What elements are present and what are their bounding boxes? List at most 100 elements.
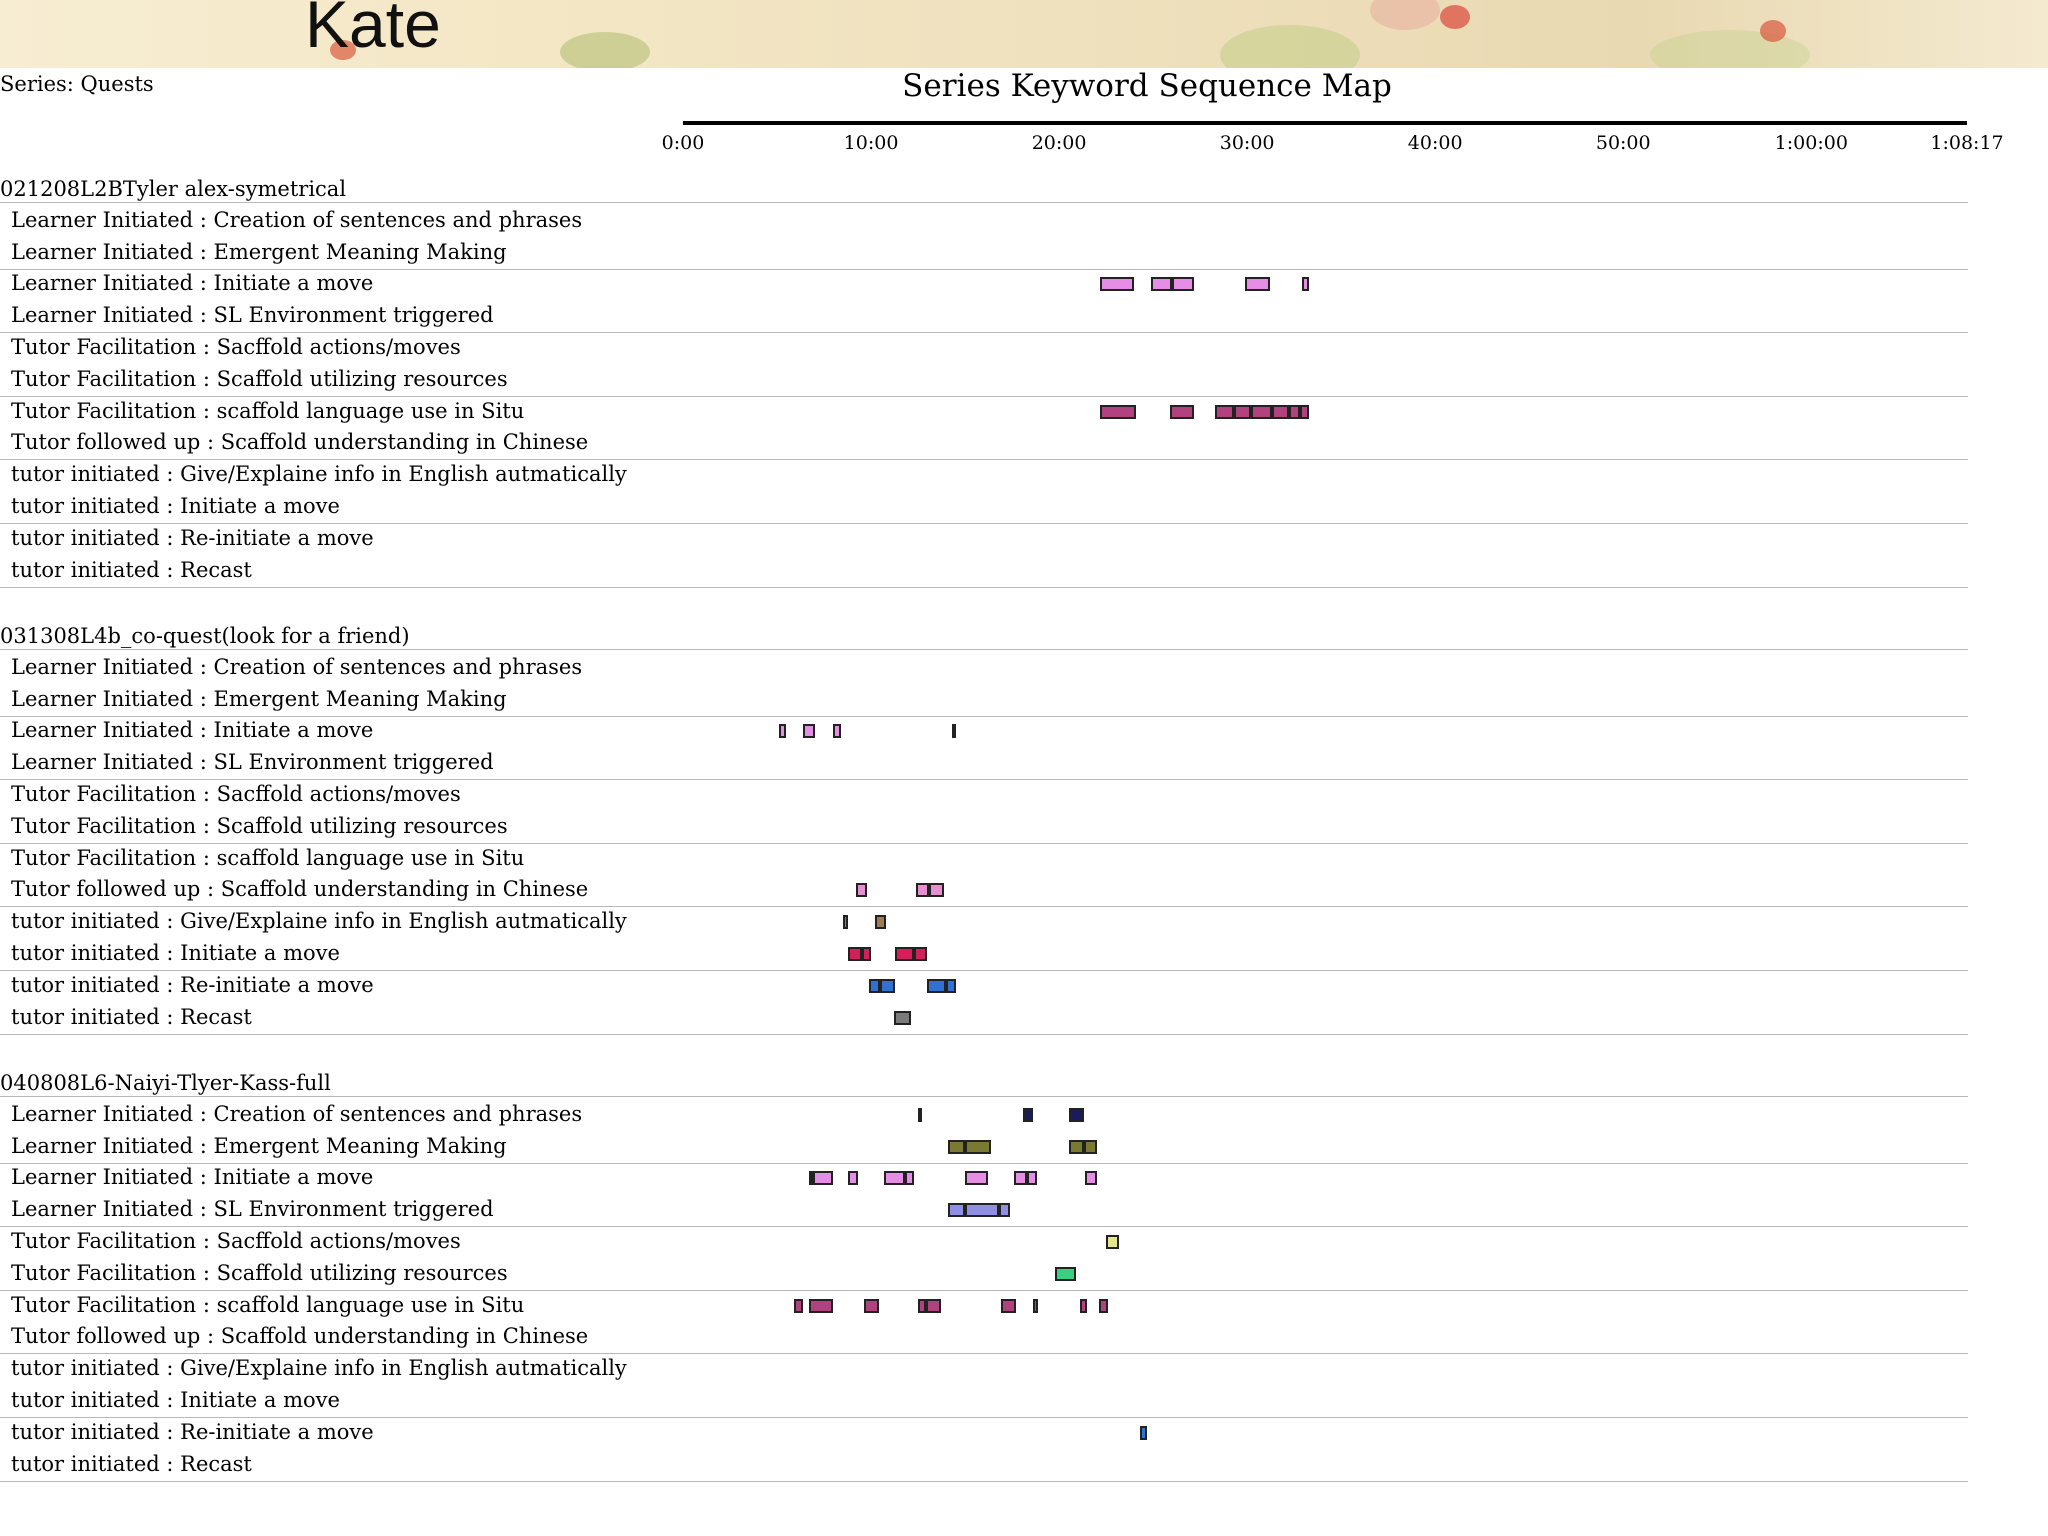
time-axis-line xyxy=(683,121,1967,125)
keyword-segment-bar xyxy=(880,978,896,993)
keyword-segment-bar xyxy=(842,915,849,930)
keyword-segment-bar xyxy=(1288,404,1300,419)
category-row-label: Tutor followed up : Scaffold understandi… xyxy=(11,1324,589,1349)
x-tick-label: 1:08:17 xyxy=(1930,132,2004,154)
category-row-label: Learner Initiated : Initiate a move xyxy=(11,1165,374,1190)
group-divider xyxy=(0,202,1968,203)
banner-leaf-decoration xyxy=(1220,25,1360,68)
keyword-segment-bar xyxy=(916,883,930,898)
keyword-segment-bar xyxy=(1055,1266,1076,1281)
keyword-segment-bar xyxy=(929,883,945,898)
banner-leaf-decoration xyxy=(560,32,650,68)
banner-flower-decoration xyxy=(330,40,356,60)
row-divider xyxy=(0,1289,1968,1291)
row-divider xyxy=(0,1226,1968,1228)
keyword-segment-bar xyxy=(856,883,868,898)
banner-flower-decoration xyxy=(1440,5,1470,29)
keyword-segment-bar xyxy=(848,1171,858,1186)
category-row-label: tutor initiated : Give/Explaine info in … xyxy=(11,909,627,934)
keyword-segment-bar xyxy=(895,947,915,961)
row-divider xyxy=(0,523,1968,524)
category-row-label: Tutor Facilitation : Sacffold actions/mo… xyxy=(11,335,461,359)
x-tick-label: 10:00 xyxy=(843,132,899,154)
keyword-segment-bar xyxy=(1032,1298,1039,1313)
chart-title: Series Keyword Sequence Map xyxy=(0,68,2048,104)
x-tick-label: 20:00 xyxy=(1031,132,1087,154)
banner-flower-decoration xyxy=(1370,0,1440,30)
category-row-label: tutor initiated : Initiate a move xyxy=(11,941,340,965)
keyword-segment-bar xyxy=(1250,404,1272,419)
row-divider xyxy=(0,1480,1968,1482)
category-row-label: Tutor Facilitation : Scaffold utilizing … xyxy=(11,813,508,838)
category-row-label: Tutor Facilitation : Sacffold actions/mo… xyxy=(11,782,461,806)
keyword-segment-bar xyxy=(1171,277,1195,292)
row-divider xyxy=(0,268,1968,270)
keyword-segment-bar xyxy=(998,1203,1011,1218)
keyword-segment-bar xyxy=(848,947,862,961)
keyword-segment-bar xyxy=(861,947,872,961)
category-row-label: Learner Initiated : SL Environment trigg… xyxy=(11,1197,494,1222)
keyword-segment-bar xyxy=(1000,1298,1016,1313)
row-divider xyxy=(0,842,1968,844)
group-label: 021208L2BTyler alex-symetrical xyxy=(0,177,347,201)
chart-title-text: Series Keyword Sequence Map xyxy=(902,68,1392,104)
keyword-segment-bar xyxy=(1271,404,1289,419)
keyword-segment-bar xyxy=(874,915,887,930)
keyword-segment-bar xyxy=(1023,1107,1033,1122)
row-divider xyxy=(0,586,1968,588)
row-divider xyxy=(0,1033,1968,1035)
keyword-segment-bar xyxy=(869,978,881,993)
keyword-segment-bar xyxy=(1068,1139,1084,1154)
category-row-label: tutor initiated : Initiate a move xyxy=(11,494,340,518)
category-row-label: tutor initiated : Recast xyxy=(11,1451,252,1476)
category-row-label: tutor initiated : Re-initiate a move xyxy=(11,1419,374,1444)
keyword-segment-bar xyxy=(948,1203,966,1218)
keyword-segment-bar xyxy=(1083,1139,1097,1154)
row-divider xyxy=(0,970,1968,971)
category-row-label: Learner Initiated : Emergent Meaning Mak… xyxy=(11,239,507,264)
header-banner: Kate xyxy=(0,0,2048,68)
category-row-label: Tutor Facilitation : Sacffold actions/mo… xyxy=(11,1229,461,1253)
keyword-segment-bar xyxy=(918,1298,926,1313)
category-row-label: Tutor Facilitation : Scaffold utilizing … xyxy=(11,1260,508,1285)
keyword-segment-bar xyxy=(1027,1171,1037,1186)
keyword-segment-bar xyxy=(778,724,787,739)
group-label: 040808L6-Naiyi-Tlyer-Kass-full xyxy=(0,1071,331,1095)
category-row-label: Tutor followed up : Scaffold understandi… xyxy=(11,430,589,455)
keyword-segment-bar xyxy=(965,1139,992,1154)
keyword-segment-bar xyxy=(965,1171,988,1186)
keyword-segment-bar xyxy=(833,724,841,739)
category-row-label: Tutor followed up : Scaffold understandi… xyxy=(11,877,589,902)
category-row-label: Learner Initiated : Creation of sentence… xyxy=(11,207,583,232)
banner-leaf-decoration xyxy=(1650,30,1810,68)
category-row-label: tutor initiated : Initiate a move xyxy=(11,1388,340,1412)
category-row-label: Learner Initiated : Initiate a move xyxy=(11,718,374,743)
keyword-segment-bar xyxy=(965,1203,999,1218)
row-divider xyxy=(0,779,1968,781)
keyword-segment-bar xyxy=(1068,1107,1084,1122)
category-row-label: Tutor Facilitation : scaffold language u… xyxy=(11,398,525,423)
keyword-segment-bar xyxy=(1100,277,1135,292)
keyword-segment-bar xyxy=(1100,404,1137,419)
category-row-label: tutor initiated : Give/Explaine info in … xyxy=(11,1356,627,1381)
group-divider xyxy=(0,1096,1968,1097)
group-divider xyxy=(0,649,1968,650)
category-row-label: Learner Initiated : SL Environment trigg… xyxy=(11,750,494,775)
keyword-segment-bar xyxy=(1215,404,1234,419)
keyword-segment-bar xyxy=(1233,404,1251,419)
keyword-segment-bar xyxy=(927,978,947,993)
keyword-segment-bar xyxy=(1301,277,1310,292)
row-divider xyxy=(0,395,1968,397)
keyword-segment-bar xyxy=(893,1010,911,1025)
keyword-segment-bar xyxy=(925,1298,941,1313)
keyword-segment-bar xyxy=(914,947,928,961)
keyword-segment-bar xyxy=(948,1139,966,1154)
category-row-label: Learner Initiated : Emergent Meaning Mak… xyxy=(11,686,507,711)
category-row-label: tutor initiated : Recast xyxy=(11,557,252,582)
series-label: Series: Quests xyxy=(0,72,154,96)
category-row-label: Learner Initiated : Creation of sentence… xyxy=(11,654,583,679)
row-divider xyxy=(0,332,1968,334)
keyword-segment-bar xyxy=(1299,404,1310,419)
keyword-segment-bar xyxy=(1170,404,1195,419)
group-label: 031308L4b_co-quest(look for a friend) xyxy=(0,624,410,648)
